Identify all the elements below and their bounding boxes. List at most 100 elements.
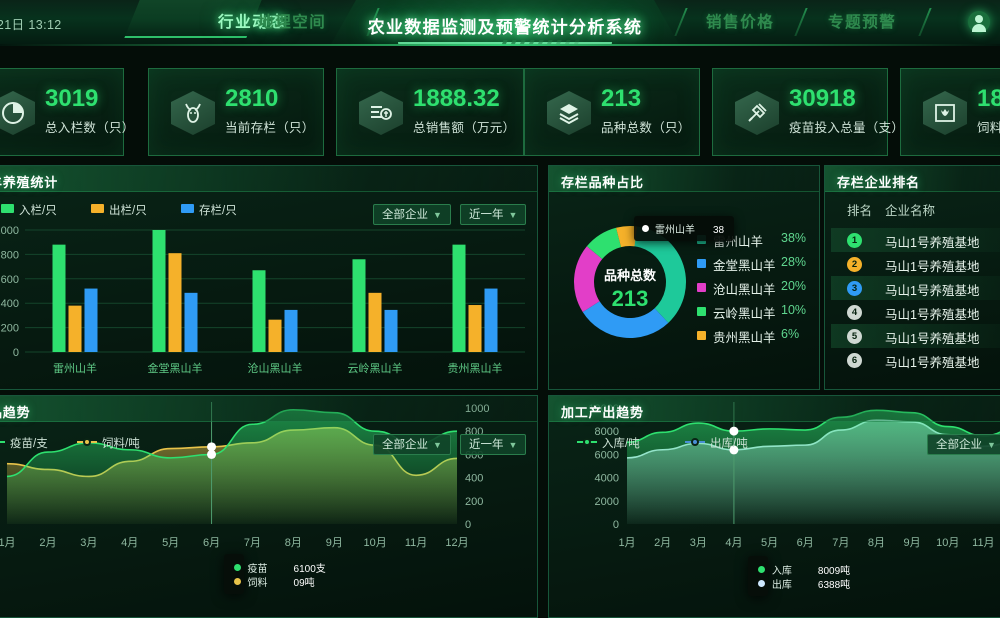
panel-breed-share: 存栏品种占比 品种总数 213 雷州山羊 38% 金堂黑山羊 28% 沧山黑山羊 20% 云岭…	[548, 165, 820, 390]
legend-percent: 6%	[781, 327, 800, 341]
rank-badge: 4	[847, 305, 862, 320]
donut-legend-item[interactable]: 云岭黑山羊 10%	[697, 300, 815, 324]
nav-divider	[794, 8, 808, 36]
svg-text:10月: 10月	[364, 537, 387, 549]
kpi-value: 2810	[225, 85, 279, 112]
tooltip-dot	[233, 564, 241, 571]
svg-text:6000: 6000	[595, 449, 619, 461]
svg-text:金堂黑山羊: 金堂黑山羊	[148, 361, 203, 375]
legend-out-pen[interactable]: 出栏/只	[91, 202, 147, 218]
tooltip-value: 8009吨	[817, 566, 851, 577]
table-row[interactable]: 6 马山1号养殖基地	[831, 348, 1000, 372]
tooltip-key: 出库	[771, 580, 792, 591]
feed-box-icon	[923, 91, 967, 135]
svg-text:8月: 8月	[868, 537, 885, 549]
svg-text:400: 400	[465, 473, 483, 485]
table-row[interactable]: 2 马山1号养殖基地	[831, 252, 1000, 276]
user-avatar-icon[interactable]	[968, 11, 990, 33]
legend-outbound[interactable]: 出库/吨	[685, 435, 748, 451]
legend-inbound[interactable]: 入库/吨	[577, 435, 640, 451]
page-title: 农业数据监测及预警统计分析系统	[367, 18, 643, 37]
filter-period-dropdown[interactable]: 近一年 ▼	[460, 204, 527, 225]
legend-label: 入库/吨	[602, 438, 640, 450]
legend-in-pen[interactable]: 入栏/只	[1, 202, 57, 218]
table-row[interactable]: 1 马山1号养殖基地	[831, 228, 1000, 252]
svg-text:4月: 4月	[121, 537, 138, 549]
svg-text:贵州黑山羊: 贵州黑山羊	[448, 361, 503, 375]
filter-period-dropdown[interactable]: 近一年 ▼	[460, 434, 527, 455]
legend-percent: 28%	[781, 255, 807, 269]
chevron-down-icon: ▼	[987, 440, 996, 450]
legend-percent: 10%	[781, 303, 807, 317]
svg-text:8月: 8月	[285, 537, 302, 549]
filter-enterprise-dropdown[interactable]: 全部企业 ▼	[927, 434, 1000, 455]
nav-tab-industry-news[interactable]: 行业动态	[218, 14, 287, 31]
panel-title: 加工产出趋势	[561, 405, 644, 420]
nav-tab-topic-warning[interactable]: 专题预警	[828, 14, 897, 31]
legend-line-yellow	[77, 438, 97, 446]
table-row[interactable]: 3 马山1号养殖基地	[831, 276, 1000, 300]
tooltip-key: 疫苗	[247, 564, 268, 575]
kpi-label: 品种总数（只）	[601, 121, 691, 135]
svg-text:6月: 6月	[203, 537, 220, 549]
kpi-label: 饲料投入	[977, 121, 1000, 135]
donut-legend-item[interactable]: 沧山黑山羊 20%	[697, 276, 815, 300]
output-trend-tooltip: 入库 8009吨 出库 6388吨	[747, 556, 850, 596]
syringe-icon	[735, 91, 779, 135]
legend-feed[interactable]: 饲料/吨	[77, 435, 140, 451]
legend-swatch	[697, 283, 706, 292]
tooltip-dot	[642, 225, 649, 232]
enterprise-name: 马山1号养殖基地	[885, 284, 980, 298]
svg-text:云岭黑山羊: 云岭黑山羊	[348, 361, 403, 375]
tooltip-label: 雷州山羊	[655, 225, 695, 236]
nav-tab-sales-price[interactable]: 销售价格	[706, 14, 775, 31]
legend-vaccine[interactable]: 疫苗/支	[0, 435, 48, 451]
legend-label: 贵州黑山羊	[713, 331, 776, 345]
filter-enterprise-dropdown[interactable]: 全部企业 ▼	[373, 204, 451, 225]
svg-text:0: 0	[613, 519, 619, 531]
donut-legend: 雷州山羊 38% 金堂黑山羊 28% 沧山黑山羊 20% 云岭黑山羊 10% 贵州黑山羊 6%	[697, 228, 815, 348]
rank-badge: 2	[847, 257, 862, 272]
kpi-label: 总入栏数（只）	[45, 121, 135, 135]
legend-label: 疫苗/支	[10, 438, 48, 450]
rank-badge: 6	[847, 353, 862, 368]
svg-text:0: 0	[13, 347, 19, 359]
svg-text:9月: 9月	[904, 537, 921, 549]
column-header-name: 企业名称	[885, 204, 936, 218]
legend-label: 入栏/只	[19, 205, 57, 217]
table-row[interactable]: 4 马山1号养殖基地	[831, 300, 1000, 324]
legend-label: 出库/吨	[710, 438, 748, 450]
kpi-icon-wrap	[359, 91, 403, 135]
header-datetime: 月21日 13:12	[0, 18, 62, 32]
panel-title: 品趋势	[0, 405, 31, 420]
svg-text:213: 213	[612, 286, 649, 311]
donut-chart-svg[interactable]: 品种总数 213	[567, 210, 693, 360]
svg-text:沧山黑山羊: 沧山黑山羊	[248, 361, 303, 375]
goat-head-icon	[171, 91, 215, 135]
svg-text:8000: 8000	[595, 426, 619, 438]
panel-header: 品趋势	[0, 396, 537, 422]
kpi-icon-wrap	[923, 91, 967, 135]
legend-percent: 20%	[781, 279, 807, 293]
kpi-label: 疫苗投入总量（支）	[789, 121, 905, 135]
tooltip-value: 09吨	[293, 578, 315, 589]
donut-legend-item[interactable]: 贵州黑山羊 6%	[697, 324, 815, 348]
rank-badge: 3	[847, 281, 862, 296]
donut-tooltip: 雷州山羊 38	[634, 216, 735, 241]
legend-stock[interactable]: 存栏/只	[181, 202, 237, 218]
rank-badge: 5	[847, 329, 862, 344]
panel-title: 存栏品种占比	[561, 175, 644, 190]
tooltip-value: 6100支	[293, 564, 326, 575]
nav-tab-geo-space[interactable]: 地理空间	[258, 14, 327, 31]
kpi-value: 30918	[789, 85, 856, 112]
filter-enterprise-dropdown[interactable]: 全部企业 ▼	[373, 434, 451, 455]
output-trend-svg: 02000400060008000100001月2月3月4月5月6月7月8月9月…	[588, 402, 1000, 549]
tooltip-value: 38	[713, 225, 725, 236]
input-trend-tooltip: 疫苗 6100支 饲料 09吨	[223, 554, 326, 594]
table-row[interactable]: 5 马山1号养殖基地	[831, 324, 1000, 348]
column-header-rank: 排名	[847, 204, 873, 218]
enterprise-name: 马山1号养殖基地	[885, 308, 980, 322]
kpi-value: 188	[977, 85, 1000, 112]
donut-legend-item[interactable]: 金堂黑山羊 28%	[697, 252, 815, 276]
